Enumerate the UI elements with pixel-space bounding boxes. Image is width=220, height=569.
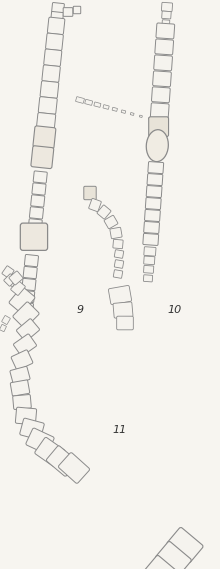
FancyBboxPatch shape — [20, 418, 44, 440]
FancyBboxPatch shape — [156, 23, 175, 39]
FancyBboxPatch shape — [23, 266, 37, 279]
FancyBboxPatch shape — [9, 271, 23, 285]
FancyBboxPatch shape — [19, 302, 33, 315]
FancyBboxPatch shape — [31, 195, 45, 207]
FancyBboxPatch shape — [153, 71, 171, 87]
FancyBboxPatch shape — [38, 97, 57, 114]
FancyBboxPatch shape — [31, 146, 54, 168]
FancyBboxPatch shape — [144, 256, 155, 265]
FancyBboxPatch shape — [148, 118, 151, 119]
FancyBboxPatch shape — [59, 453, 90, 483]
FancyBboxPatch shape — [9, 287, 35, 313]
FancyBboxPatch shape — [167, 527, 203, 563]
FancyBboxPatch shape — [146, 185, 162, 197]
FancyBboxPatch shape — [33, 171, 47, 183]
FancyBboxPatch shape — [117, 316, 133, 330]
FancyBboxPatch shape — [13, 394, 31, 410]
FancyBboxPatch shape — [97, 205, 111, 219]
FancyBboxPatch shape — [152, 87, 170, 103]
FancyBboxPatch shape — [13, 302, 39, 328]
FancyBboxPatch shape — [113, 270, 123, 278]
FancyBboxPatch shape — [154, 55, 172, 71]
FancyBboxPatch shape — [10, 366, 30, 384]
FancyBboxPatch shape — [144, 247, 156, 256]
FancyBboxPatch shape — [63, 7, 73, 17]
FancyBboxPatch shape — [4, 274, 16, 286]
FancyBboxPatch shape — [114, 259, 124, 269]
FancyBboxPatch shape — [11, 350, 33, 370]
FancyBboxPatch shape — [46, 446, 78, 476]
FancyBboxPatch shape — [76, 97, 84, 104]
FancyBboxPatch shape — [35, 438, 65, 467]
FancyBboxPatch shape — [52, 2, 64, 14]
FancyBboxPatch shape — [2, 316, 10, 324]
FancyBboxPatch shape — [143, 275, 153, 282]
FancyBboxPatch shape — [161, 2, 172, 11]
FancyBboxPatch shape — [73, 6, 81, 14]
FancyBboxPatch shape — [89, 199, 101, 212]
Text: 9: 9 — [76, 305, 84, 315]
FancyBboxPatch shape — [139, 115, 142, 117]
FancyBboxPatch shape — [149, 117, 169, 137]
FancyBboxPatch shape — [11, 281, 25, 295]
FancyBboxPatch shape — [144, 221, 160, 233]
FancyBboxPatch shape — [114, 250, 124, 258]
FancyBboxPatch shape — [42, 65, 60, 83]
FancyBboxPatch shape — [148, 162, 164, 174]
FancyBboxPatch shape — [113, 240, 123, 249]
FancyBboxPatch shape — [103, 105, 109, 109]
FancyBboxPatch shape — [21, 290, 35, 303]
FancyBboxPatch shape — [10, 380, 30, 396]
FancyBboxPatch shape — [112, 108, 117, 112]
FancyBboxPatch shape — [145, 197, 161, 209]
FancyBboxPatch shape — [20, 223, 48, 250]
FancyBboxPatch shape — [44, 49, 62, 67]
FancyBboxPatch shape — [0, 324, 6, 332]
FancyBboxPatch shape — [6, 274, 18, 287]
FancyBboxPatch shape — [94, 102, 101, 108]
FancyBboxPatch shape — [29, 207, 44, 219]
FancyBboxPatch shape — [108, 286, 132, 304]
Ellipse shape — [146, 130, 168, 162]
FancyBboxPatch shape — [33, 126, 56, 149]
FancyBboxPatch shape — [121, 110, 126, 113]
FancyBboxPatch shape — [143, 233, 159, 245]
Text: 10: 10 — [168, 305, 182, 315]
Text: 11: 11 — [113, 425, 127, 435]
FancyBboxPatch shape — [47, 17, 65, 35]
FancyBboxPatch shape — [110, 227, 122, 238]
FancyBboxPatch shape — [147, 174, 163, 185]
FancyBboxPatch shape — [13, 334, 37, 356]
FancyBboxPatch shape — [150, 103, 169, 119]
FancyBboxPatch shape — [15, 407, 37, 425]
FancyBboxPatch shape — [156, 542, 191, 569]
FancyBboxPatch shape — [162, 20, 170, 26]
FancyBboxPatch shape — [24, 254, 38, 267]
FancyBboxPatch shape — [144, 265, 154, 273]
FancyBboxPatch shape — [32, 183, 46, 195]
FancyBboxPatch shape — [51, 11, 63, 22]
FancyBboxPatch shape — [37, 113, 56, 130]
FancyBboxPatch shape — [2, 266, 14, 278]
FancyBboxPatch shape — [40, 81, 59, 98]
FancyBboxPatch shape — [26, 428, 54, 454]
FancyBboxPatch shape — [28, 218, 42, 231]
FancyBboxPatch shape — [162, 11, 171, 19]
FancyBboxPatch shape — [130, 113, 134, 116]
FancyBboxPatch shape — [144, 555, 180, 569]
FancyBboxPatch shape — [145, 209, 160, 221]
FancyBboxPatch shape — [84, 186, 96, 200]
FancyBboxPatch shape — [16, 319, 40, 341]
FancyBboxPatch shape — [46, 33, 63, 51]
FancyBboxPatch shape — [22, 278, 36, 291]
FancyBboxPatch shape — [50, 20, 62, 31]
FancyBboxPatch shape — [113, 302, 133, 318]
FancyBboxPatch shape — [104, 215, 118, 229]
FancyBboxPatch shape — [85, 100, 93, 105]
FancyBboxPatch shape — [155, 39, 174, 55]
